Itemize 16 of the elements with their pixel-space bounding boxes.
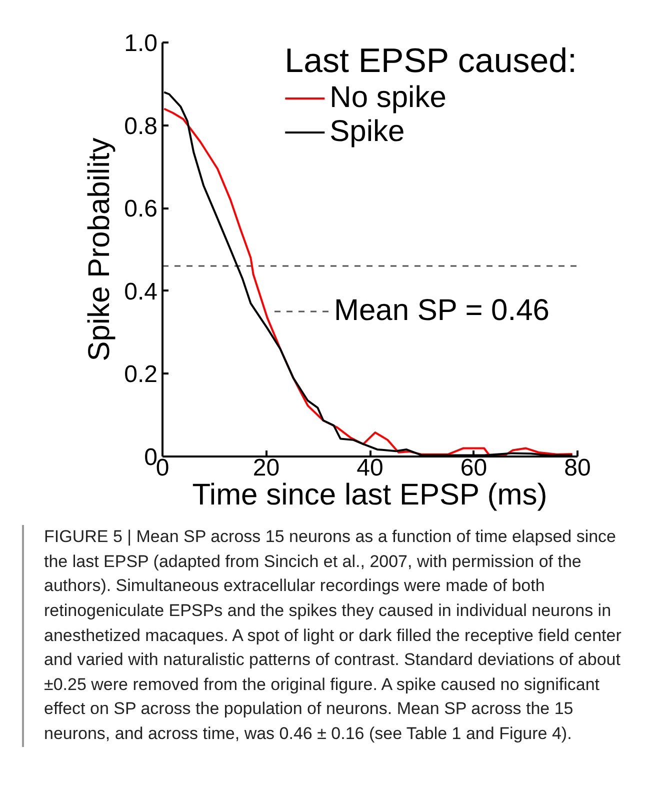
y-tick-label: 1.0 — [124, 30, 158, 57]
x-tick-label: 40 — [356, 454, 384, 482]
legend-label: No spike — [330, 81, 446, 115]
x-tick-label: 60 — [460, 454, 488, 482]
legend-label: Mean SP = 0.46 — [334, 294, 550, 328]
legend-label: Spike — [330, 115, 405, 149]
x-tick-label: 80 — [564, 454, 591, 482]
y-tick-label: 0.2 — [124, 361, 158, 388]
y-tick-label: 0.4 — [124, 278, 158, 306]
legend-title: Last EPSP caused: — [284, 42, 577, 81]
y-tick-label: 0.6 — [124, 196, 158, 223]
x-axis-title: Time since last EPSP (ms) — [192, 478, 548, 512]
y-axis-title: Spike Probability — [83, 138, 116, 362]
x-tick-label: 20 — [252, 454, 280, 482]
text: FIGURE 5 | Mean SP across 15 neurons as a function of time elapsed since the last EPSP (adapted from Sincich et al., 2007, with permission of the authors). Simultaneous extracellular recordings were made of both retinogeniculate EPSPs and the spikes they caused in individual neurons in anesthetized macaques. A spot of light or dark filled the receptive field center and varied with naturalistic patterns of contrast. Standard deviations of about ±0.25 were removed from the original figure. A spike caused no significant effect on SP across the population of neurons. Mean SP across the 15 neurons, and across time, was 0.46 ± 0.16 (see Table 1 and Figure 4). — [44, 527, 622, 744]
y-tick-label: 0.8 — [124, 112, 158, 140]
